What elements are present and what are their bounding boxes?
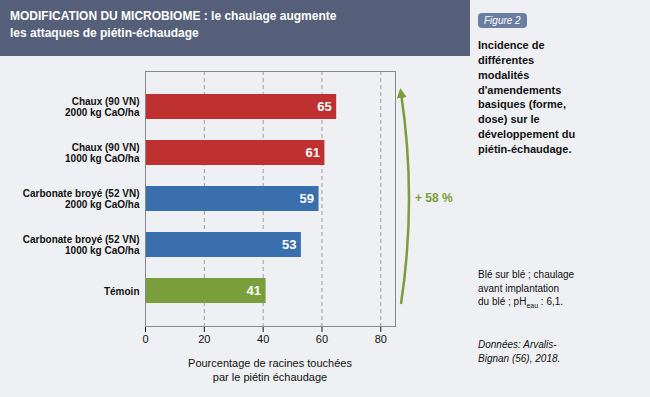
- svg-text:Carbonate broyé (52 VN)1000 kg: Carbonate broyé (52 VN)1000 kg CaO/ha: [23, 234, 140, 257]
- html-text:Pourcentage de racines touchée: Pourcentage de racines touchées par le p…: [188, 357, 352, 384]
- html-text:MODIFICATION DU MICROBIOME : l: MODIFICATION DU MICROBIOME : le chaulage…: [10, 9, 337, 41]
- svg-text:40: 40: [257, 333, 269, 345]
- svg-text:Témoin: Témoin: [104, 286, 140, 297]
- html-text:Figure 2: Figure 2: [484, 15, 521, 26]
- svg-text:59: 59: [300, 191, 314, 206]
- svg-text:Carbonate broyé (52 VN)2000 kg: Carbonate broyé (52 VN)2000 kg CaO/ha: [23, 188, 140, 211]
- svg-text:+ 58 %: + 58 %: [415, 191, 453, 205]
- svg-text:65: 65: [317, 99, 331, 114]
- svg-text:Chaux (90 VN)2000 kg CaO/ha: Chaux (90 VN)2000 kg CaO/ha: [65, 96, 140, 119]
- html-text:Incidence de différentes modal: Incidence de différentes modalités d'ame…: [478, 39, 576, 155]
- svg-text:0: 0: [142, 333, 148, 345]
- svg-text:61: 61: [305, 145, 319, 160]
- svg-text:80: 80: [375, 333, 387, 345]
- svg-text:20: 20: [198, 333, 210, 345]
- html-text:Blé sur blé ; chaulage avant i: Blé sur blé ; chaulage avant implantatio…: [478, 269, 575, 309]
- svg-text:41: 41: [247, 283, 261, 298]
- svg-text:60: 60: [316, 333, 328, 345]
- svg-text:Chaux (90 VN)1000 kg CaO/ha: Chaux (90 VN)1000 kg CaO/ha: [65, 142, 140, 165]
- html-text:Données: Arvalis- Bignan (56),: Données: Arvalis- Bignan (56), 2018.: [478, 339, 561, 364]
- svg-text:53: 53: [282, 237, 296, 252]
